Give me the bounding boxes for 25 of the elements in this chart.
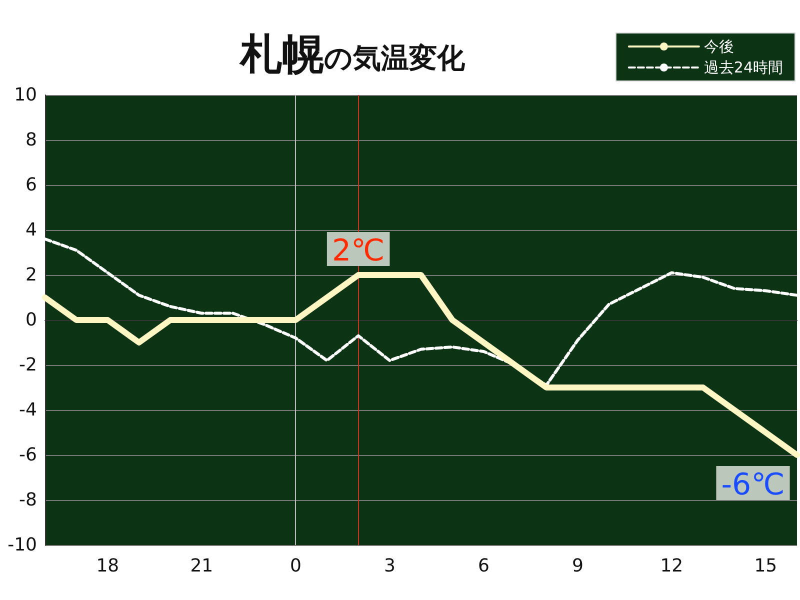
data-label: 2℃	[332, 234, 385, 268]
legend-label: 今後	[704, 38, 734, 56]
x-tick-label: 21	[190, 556, 214, 576]
x-tick-label: 9	[572, 556, 584, 576]
x-tick-label: 3	[384, 556, 396, 576]
chart-title: 札幌の気温変化	[239, 30, 466, 78]
x-tick-label: 12	[660, 556, 684, 576]
y-tick-label: 4	[26, 220, 37, 240]
y-tick-label: 8	[26, 130, 37, 150]
legend-label: 過去24時間	[704, 58, 784, 76]
x-tick-label: 15	[754, 556, 778, 576]
x-tick-label: 18	[96, 556, 120, 576]
data-label: -6℃	[721, 468, 785, 502]
y-tick-label: -10	[8, 534, 37, 556]
y-tick-label: -8	[19, 490, 37, 510]
y-tick-label: -2	[19, 354, 37, 376]
x-tick-label: 6	[478, 556, 490, 576]
y-tick-label: 6	[26, 174, 37, 196]
y-tick-label: 0	[26, 310, 37, 330]
x-tick-label: 0	[290, 556, 302, 576]
y-tick-label: -6	[19, 444, 37, 466]
y-tick-label: 10	[14, 84, 37, 106]
y-tick-label: -4	[19, 400, 37, 420]
y-tick-label: 2	[26, 264, 37, 286]
line-series	[44, 238, 798, 387]
